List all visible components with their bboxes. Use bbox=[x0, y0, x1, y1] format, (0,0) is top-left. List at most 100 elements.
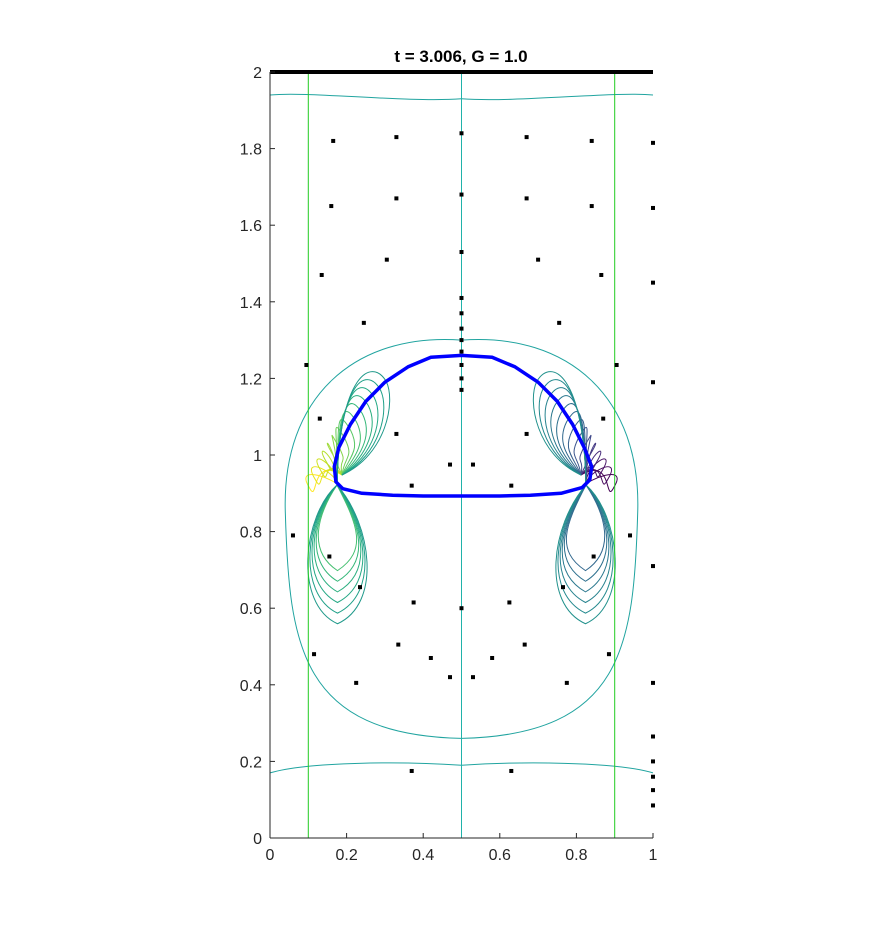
tracer-marker bbox=[459, 311, 464, 316]
y-tick-label: 1.4 bbox=[240, 295, 262, 312]
contour-line bbox=[563, 484, 608, 582]
x-tick-label: 1 bbox=[649, 847, 658, 864]
contour-line bbox=[284, 338, 462, 739]
contour-line bbox=[580, 469, 618, 493]
y-tick-label: 1.2 bbox=[240, 371, 262, 388]
tracer-marker bbox=[651, 774, 655, 779]
tracer-marker bbox=[319, 272, 324, 277]
tracer-marker bbox=[459, 326, 464, 331]
tracer-marker bbox=[411, 600, 416, 605]
chart-title: t = 3.006, G = 1.0 bbox=[394, 47, 527, 66]
tracer-marker bbox=[459, 387, 464, 392]
tracer-marker bbox=[524, 431, 529, 436]
tracer-marker bbox=[651, 205, 655, 210]
tracer-marker bbox=[312, 652, 317, 657]
tracer-marker bbox=[459, 192, 464, 197]
tracer-marker bbox=[459, 349, 464, 354]
contour-line bbox=[315, 484, 360, 582]
y-tick-label: 0.2 bbox=[240, 754, 262, 771]
tracer-marker bbox=[459, 250, 464, 255]
tracer-marker bbox=[599, 272, 604, 277]
tracer-marker bbox=[459, 338, 464, 343]
tracer-marker bbox=[394, 196, 399, 201]
tracer-marker bbox=[509, 768, 514, 773]
tracer-marker bbox=[509, 483, 514, 488]
x-tick-label: 0.6 bbox=[489, 847, 511, 864]
x-tick-label: 0.4 bbox=[412, 847, 434, 864]
tracer-marker bbox=[651, 803, 655, 808]
y-tick-label: 0.4 bbox=[240, 678, 262, 695]
tracer-marker bbox=[459, 295, 464, 300]
tracer-marker bbox=[507, 600, 512, 605]
tracer-marker bbox=[651, 280, 655, 285]
x-tick-label: 0.8 bbox=[565, 847, 587, 864]
bubble-outline bbox=[332, 353, 594, 498]
contour-line bbox=[461, 338, 639, 739]
tracer-marker bbox=[651, 734, 655, 739]
contour-line bbox=[565, 484, 606, 572]
tracer-marker bbox=[628, 533, 633, 538]
marker-layer bbox=[290, 131, 655, 808]
tracer-marker bbox=[409, 483, 414, 488]
tracer-marker bbox=[560, 585, 565, 590]
tracer-marker bbox=[651, 788, 655, 793]
tracer-marker bbox=[589, 204, 594, 209]
contour-line bbox=[307, 484, 368, 625]
tracer-marker bbox=[331, 138, 336, 143]
tracer-marker bbox=[459, 606, 464, 611]
y-tick-label: 0 bbox=[253, 831, 262, 848]
tracer-marker bbox=[557, 320, 562, 325]
tracer-marker bbox=[470, 675, 475, 680]
contour-line bbox=[305, 469, 343, 493]
tracer-marker bbox=[601, 416, 606, 421]
y-tick-label: 0.8 bbox=[240, 525, 262, 542]
plot-area bbox=[269, 70, 655, 838]
tracer-marker bbox=[651, 380, 655, 385]
tracer-marker bbox=[591, 554, 596, 559]
tracer-marker bbox=[651, 564, 655, 569]
tracer-marker bbox=[606, 652, 611, 657]
tracer-marker bbox=[536, 257, 541, 262]
tracer-marker bbox=[329, 204, 334, 209]
tracer-marker bbox=[459, 376, 464, 381]
tracer-marker bbox=[361, 320, 366, 325]
tracer-marker bbox=[394, 135, 399, 140]
tracer-marker bbox=[358, 585, 363, 590]
tracer-marker bbox=[327, 554, 332, 559]
tracer-marker bbox=[651, 759, 655, 764]
contour-line bbox=[311, 466, 343, 486]
bubble-layer bbox=[332, 353, 594, 498]
tracer-marker bbox=[470, 462, 475, 467]
tracer-marker bbox=[396, 642, 401, 647]
tracer-marker bbox=[524, 135, 529, 140]
vertical-lines bbox=[307, 72, 616, 838]
contour-line bbox=[561, 484, 610, 593]
tracer-marker bbox=[459, 362, 464, 367]
tracer-marker bbox=[564, 680, 569, 685]
tracer-marker bbox=[651, 680, 655, 685]
tracer-marker bbox=[448, 462, 453, 467]
tracer-marker bbox=[384, 257, 389, 262]
contour-line bbox=[269, 93, 462, 101]
tracer-marker bbox=[614, 362, 619, 367]
contour-line bbox=[559, 484, 612, 604]
y-tick-label: 1 bbox=[253, 448, 262, 465]
y-tick-label: 1.8 bbox=[240, 142, 262, 159]
axes: 0 0.2 0.4 0.6 0.8 1 0 0.2 0.4 0.6 0.8 1 1.2 1.4 1.6 1.8… bbox=[240, 65, 658, 864]
tracer-marker bbox=[459, 131, 464, 136]
tracer-marker bbox=[522, 642, 527, 647]
x-tick-label: 0 bbox=[266, 847, 275, 864]
tracer-marker bbox=[448, 675, 453, 680]
contour-line bbox=[311, 484, 364, 604]
tracer-marker bbox=[304, 362, 309, 367]
contour-line bbox=[317, 484, 358, 572]
tracer-marker bbox=[354, 680, 359, 685]
contour-line bbox=[309, 484, 366, 614]
x-tick-label: 0.2 bbox=[335, 847, 357, 864]
contour-line bbox=[461, 93, 654, 101]
tracer-marker bbox=[428, 655, 433, 660]
tracer-marker bbox=[290, 533, 295, 538]
contour-line bbox=[555, 484, 616, 625]
tracer-marker bbox=[409, 768, 414, 773]
